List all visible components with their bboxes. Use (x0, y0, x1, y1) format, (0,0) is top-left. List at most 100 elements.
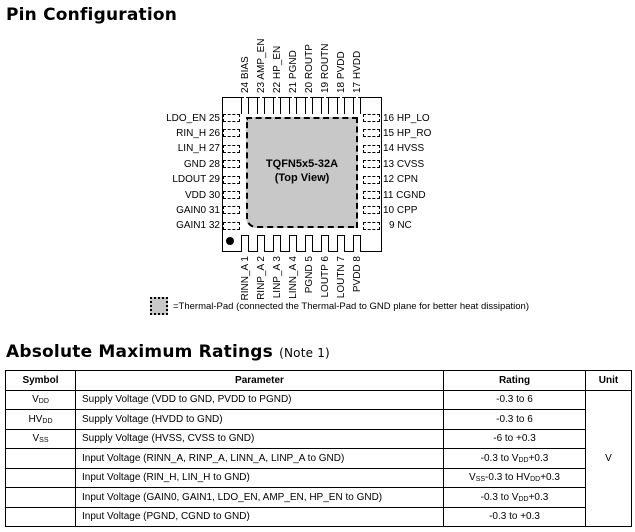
table-row: HVDD Supply Voltage (HVDD to GND) -0.3 to … (5, 409, 632, 430)
pin-pad-right (363, 114, 380, 122)
pin-label-bottom: RINP_A 2 (256, 256, 267, 300)
thermal-pad (246, 117, 358, 228)
rating-subscript: SS (475, 476, 486, 484)
header-rating: Rating (443, 370, 586, 391)
pin-label-left: GND 28 (183, 158, 220, 170)
pin-label-bottom: LOUTP 6 (320, 256, 331, 298)
package-label: TQFN5x5-32A (Top View) (246, 157, 358, 185)
rating-cell: -0.3 to VDD+0.3 (443, 487, 586, 508)
table-row: VDD Supply Voltage (VDD to GND, PVDD to P… (5, 389, 632, 527)
table-row: Input Voltage (GAIN0, GAIN1, LDO_EN, AMP… (5, 487, 632, 508)
pin-pad-bottom (337, 235, 345, 252)
pin-label-bottom: PVDD 8 (352, 256, 363, 293)
pin-label-left: GAIN1 32 (176, 220, 220, 232)
table-row: VSS Supply Voltage (HVSS, CVSS to GND) -6 … (5, 428, 632, 449)
symbol-subscript: SS (39, 437, 49, 445)
rating-text: -6 to +0.3 (493, 433, 536, 445)
pin-pad-bottom (289, 235, 297, 252)
pin-label-right: 15 HP_RO (383, 127, 432, 139)
symbol-cell: VSS (5, 428, 76, 449)
pin-label-left: RIN_H 26 (176, 127, 220, 139)
symbol-subscript: DD (38, 398, 49, 406)
pin-label-right: 16 HP_LO (383, 112, 430, 124)
symbol-subscript: DD (42, 417, 53, 425)
pin-label-left: LIN_H 27 (177, 143, 220, 155)
pin-pad-left (223, 175, 240, 184)
table-row: Input Voltage (RIN_H, LIN_H to GND) VSS-0… (5, 467, 632, 488)
pin-pad-left (223, 206, 240, 215)
pin-label-left: LDO_EN 25 (166, 112, 220, 124)
ratings-note: (Note 1) (279, 346, 330, 360)
rating-text: -0.3 to HV (485, 472, 531, 484)
parameter-cell: Input Voltage (RINN_A, RINP_A, LINN_A, L… (75, 448, 444, 469)
pin1-marker-dot (226, 237, 234, 245)
pin-pad-top (241, 97, 249, 114)
rating-text: +0.3 (540, 472, 560, 484)
pin-pad-top (321, 97, 329, 114)
pin-label-bottom: LINN_A 4 (288, 256, 299, 299)
pin-pad-bottom (241, 235, 249, 252)
thermal-pad-legend-text: =Thermal-Pad (connected the Thermal-Pad … (173, 301, 529, 312)
rating-text: -0.3 to +0.3 (489, 511, 540, 523)
package-view: (Top View) (274, 172, 330, 184)
pin-pad-left (223, 160, 240, 169)
rating-text: -0.3 to V (480, 491, 519, 503)
rating-subscript: DD (518, 495, 529, 503)
rating-cell: -6 to +0.3 (443, 428, 586, 449)
pin-pad-left (223, 114, 240, 122)
symbol-cell (5, 487, 76, 508)
pin-label-top: 21 PGND (288, 50, 299, 93)
pin-label-right: 14 HVSS (383, 143, 425, 155)
header-parameter: Parameter (75, 370, 444, 391)
pin-label-right: 9 NC (389, 220, 412, 232)
header-symbol: Symbol (5, 370, 76, 391)
symbol-text: V (32, 433, 40, 445)
pin-pad-right (363, 160, 380, 169)
pin-pad-top (337, 97, 345, 114)
ratings-table: Symbol Parameter Rating Unit VDD Supply V… (5, 370, 632, 527)
pin-pad-right (363, 191, 380, 199)
package-name: TQFN5x5-32A (265, 158, 339, 170)
pin-label-top: 20 ROUTP (304, 44, 315, 93)
pin-pad-right (363, 175, 380, 184)
pin-pad-right (363, 221, 380, 230)
pin-pad-bottom (353, 235, 361, 252)
thermal-pad-legend-swatch (150, 297, 168, 315)
rating-text: V (469, 472, 476, 484)
pin-label-top: 22 HP_EN (272, 45, 283, 93)
pin-pad-right (363, 144, 380, 153)
symbol-cell: HVDD (5, 409, 76, 430)
table-row: Input Voltage (RINN_A, RINP_A, LINN_A, L… (5, 448, 632, 469)
symbol-cell (5, 467, 76, 488)
symbol-text: HV (28, 413, 43, 425)
table-header-row: Symbol Parameter Rating Unit (5, 370, 632, 391)
chip-outline (222, 97, 382, 252)
rating-cell: -0.3 to 6 (443, 389, 586, 410)
pin-label-bottom: LOUTN 7 (336, 256, 347, 299)
rating-cell: -0.3 to +0.3 (443, 506, 586, 527)
pin-label-top: 19 ROUTN (320, 43, 331, 93)
pin-label-left: VDD 30 (184, 189, 220, 201)
pin-pad-bottom (257, 235, 265, 252)
pin-pad-bottom (273, 235, 281, 252)
parameter-cell: Input Voltage (GAIN0, GAIN1, LDO_EN, AMP… (75, 487, 444, 508)
ratings-title-text: Absolute Maximum Ratings (6, 342, 273, 362)
rating-text: +0.3 (528, 491, 549, 503)
pin-label-top: 17 HVDD (352, 50, 363, 93)
rating-text: +0.3 (528, 452, 549, 464)
table-row: Input Voltage (PGND, CGND to GND) -0.3 to… (5, 506, 632, 527)
rating-cell: -0.3 to 6 (443, 409, 586, 430)
pin-configuration-title: Pin Configuration (6, 5, 178, 25)
rating-text: -0.3 to V (480, 452, 519, 464)
pin-label-bottom: LINP_A 3 (272, 256, 283, 299)
pin-label-right: 11 CGND (383, 189, 426, 201)
unit-cell: V (585, 389, 632, 527)
symbol-text: V (32, 394, 39, 406)
pin-label-right: 13 CVSS (383, 158, 425, 170)
rating-cell: -0.3 to VDD+0.3 (443, 448, 586, 469)
parameter-cell: Supply Voltage (HVDD to GND) (75, 409, 444, 430)
header-unit: Unit (585, 370, 632, 391)
rating-cell: VSS-0.3 to HVDD+0.3 (443, 467, 586, 488)
rating-subscript: DD (518, 456, 529, 464)
symbol-cell (5, 506, 76, 527)
